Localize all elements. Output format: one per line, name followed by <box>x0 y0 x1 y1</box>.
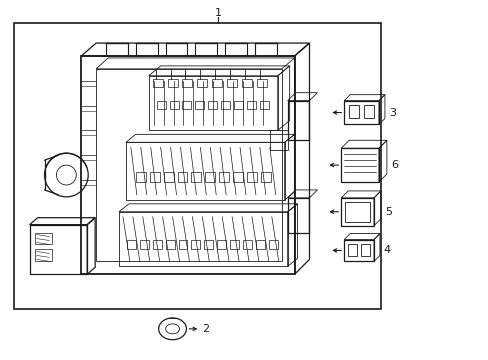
Bar <box>287 198 309 233</box>
Bar <box>177 172 187 182</box>
Bar <box>149 172 160 182</box>
Bar <box>35 233 52 244</box>
Bar <box>246 172 256 182</box>
Bar <box>212 79 222 87</box>
Bar <box>259 100 268 109</box>
Bar <box>140 239 148 249</box>
Bar <box>287 100 309 140</box>
Text: 3: 3 <box>388 108 395 117</box>
Bar <box>242 79 251 87</box>
Bar <box>136 172 145 182</box>
Bar <box>182 100 191 109</box>
Bar <box>30 225 87 274</box>
Bar <box>221 100 230 109</box>
Text: 1: 1 <box>214 8 221 18</box>
Text: 5: 5 <box>384 207 391 217</box>
Bar <box>169 100 178 109</box>
Bar <box>246 100 255 109</box>
Bar <box>217 239 225 249</box>
Bar <box>256 79 266 87</box>
Bar <box>152 79 163 87</box>
Bar <box>348 105 358 118</box>
Bar <box>127 239 136 249</box>
Bar <box>165 239 174 249</box>
Bar <box>195 100 204 109</box>
Text: 4: 4 <box>383 246 390 256</box>
Bar <box>35 249 52 261</box>
Bar <box>345 202 369 222</box>
Bar <box>163 172 173 182</box>
Bar <box>204 239 213 249</box>
Bar <box>347 243 356 256</box>
Bar <box>341 198 373 226</box>
Bar <box>156 100 165 109</box>
Bar <box>243 239 251 249</box>
Bar <box>341 148 378 182</box>
Bar <box>219 172 229 182</box>
Bar <box>208 100 217 109</box>
Bar <box>269 130 287 150</box>
Bar <box>360 243 369 256</box>
Bar <box>126 142 284 200</box>
Bar <box>182 79 192 87</box>
Text: 2: 2 <box>202 324 209 334</box>
Bar <box>148 76 277 130</box>
Bar <box>152 239 162 249</box>
Bar <box>178 239 187 249</box>
Bar <box>233 172 243 182</box>
Bar <box>167 79 177 87</box>
Bar <box>364 105 373 118</box>
Bar <box>191 172 201 182</box>
Bar <box>14 23 380 309</box>
Bar <box>234 100 243 109</box>
Bar <box>191 239 200 249</box>
Bar <box>260 172 270 182</box>
Bar <box>344 100 378 125</box>
Bar <box>197 79 207 87</box>
Bar <box>205 172 215 182</box>
Bar <box>226 79 237 87</box>
Bar <box>119 212 287 266</box>
Bar <box>344 239 373 261</box>
Text: 6: 6 <box>390 160 397 170</box>
Bar <box>255 239 264 249</box>
Bar <box>268 239 277 249</box>
Bar <box>230 239 239 249</box>
